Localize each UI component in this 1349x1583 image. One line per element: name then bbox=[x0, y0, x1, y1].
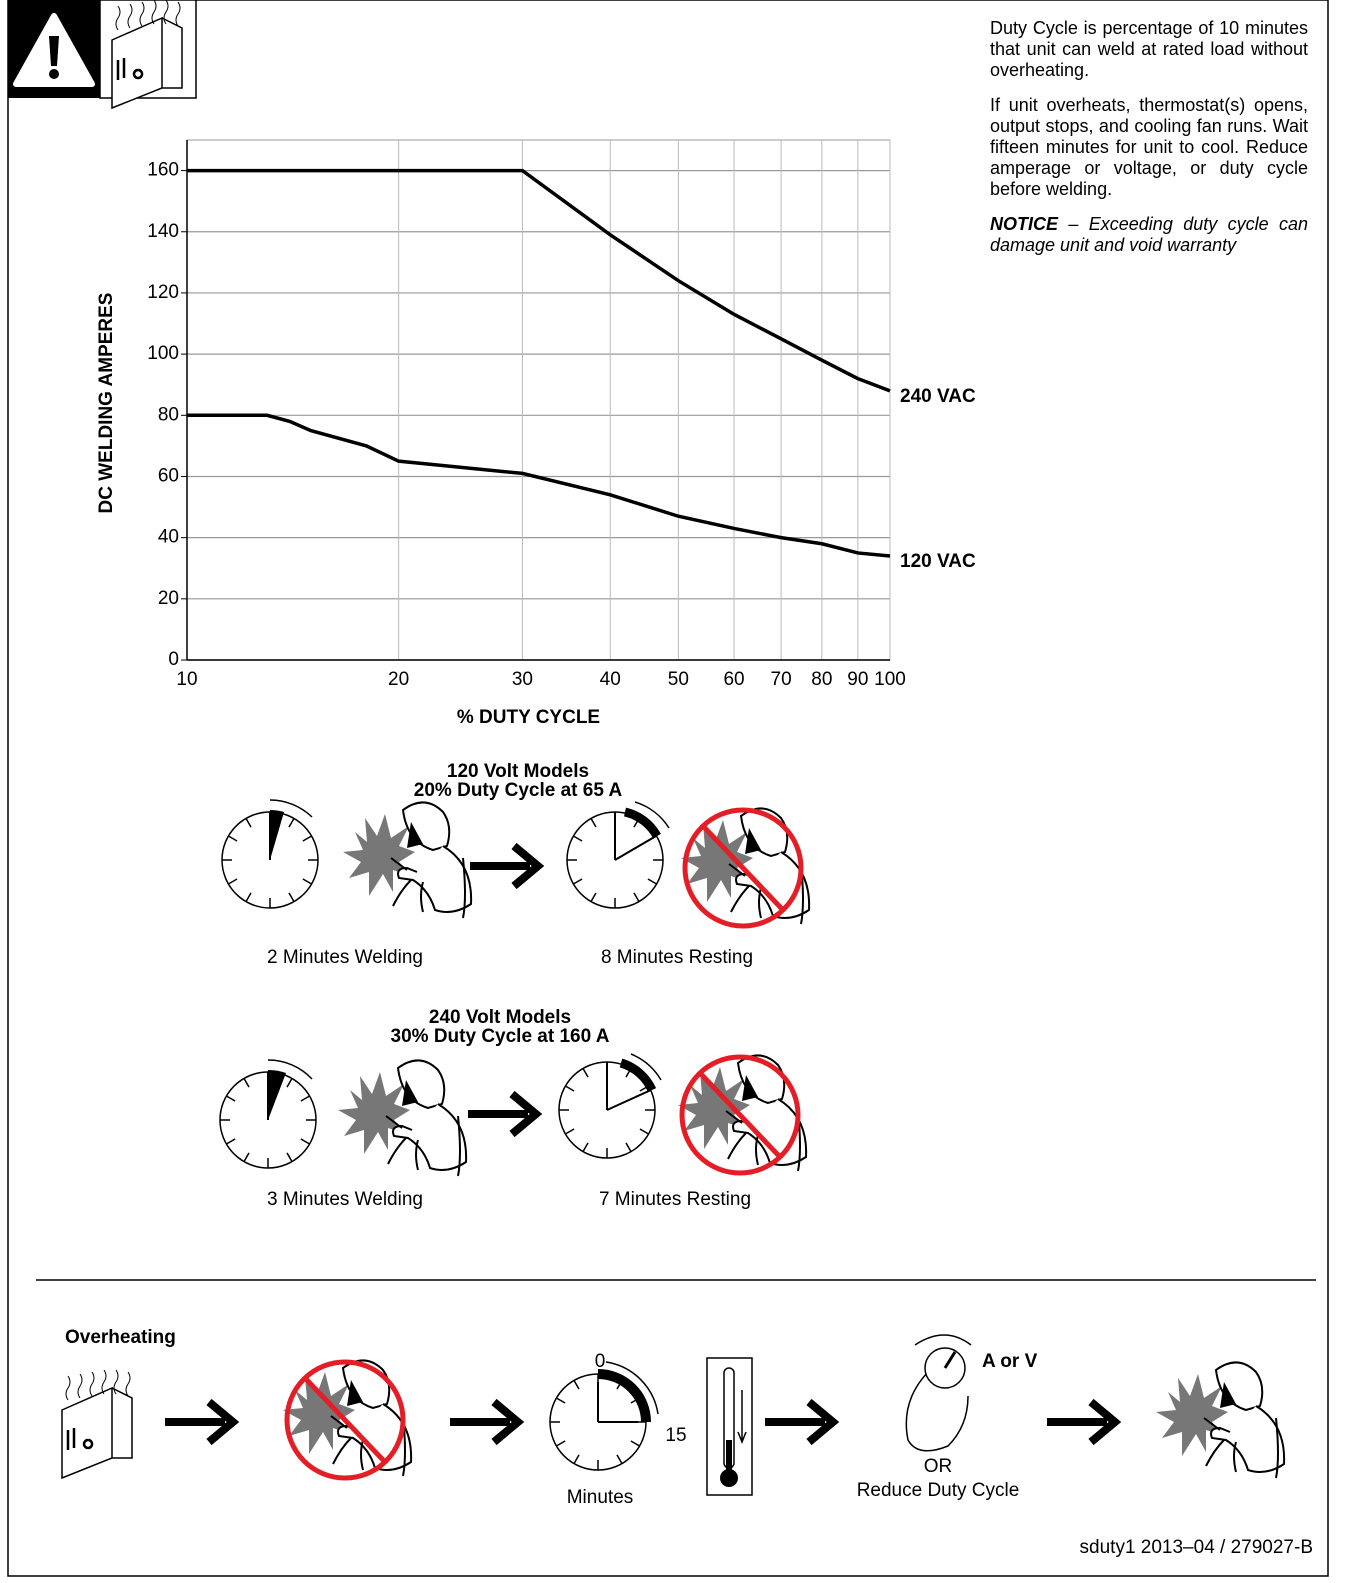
clock-welding bbox=[219, 1059, 317, 1169]
footer: sduty1 2013–04 / 279027-B bbox=[1080, 1537, 1313, 1558]
control-label: A or V bbox=[982, 1351, 1038, 1372]
arrow bbox=[470, 846, 538, 886]
x-tick-label: 50 bbox=[668, 669, 689, 690]
welding-label: 2 Minutes Welding bbox=[267, 947, 423, 968]
arrow bbox=[468, 1094, 536, 1134]
series-line bbox=[187, 413, 891, 558]
warning-mark bbox=[49, 36, 59, 66]
y-tick-label: 0 bbox=[168, 649, 179, 670]
notice: NOTICE – Exceeding duty cycle can damage… bbox=[990, 214, 1308, 256]
series-line bbox=[187, 168, 891, 393]
notice-label: NOTICE bbox=[990, 214, 1059, 234]
clock-welding bbox=[221, 799, 319, 909]
reduce-label: Reduce Duty Cycle bbox=[857, 1480, 1020, 1501]
cooling-clock bbox=[549, 1361, 659, 1471]
x-tick-label: 60 bbox=[723, 669, 744, 690]
example-title: 240 Volt Models bbox=[429, 1007, 571, 1028]
y-tick-label: 100 bbox=[147, 343, 179, 364]
thermometer bbox=[706, 1357, 753, 1496]
plot-area bbox=[186, 139, 891, 661]
notes: Duty Cycle is percentage of 10 minutes t… bbox=[990, 18, 1308, 270]
series-label: 240 VAC bbox=[900, 386, 976, 407]
y-tick-label: 80 bbox=[158, 404, 179, 425]
y-tick-label: 40 bbox=[158, 527, 179, 548]
clock-label: Minutes bbox=[567, 1487, 634, 1508]
resting-label: 8 Minutes Resting bbox=[601, 947, 753, 968]
x-tick-label: 90 bbox=[847, 669, 868, 690]
no-welding-icon bbox=[681, 808, 809, 926]
arrow bbox=[165, 1402, 233, 1442]
arrow bbox=[450, 1402, 518, 1442]
x-axis-label: % DUTY CYCLE bbox=[457, 707, 600, 728]
note: Duty Cycle is percentage of 10 minutes t… bbox=[990, 18, 1308, 80]
control-knob bbox=[905, 1334, 972, 1452]
y-axis-label: DC WELDING AMPERES bbox=[96, 293, 117, 514]
y-tick-label: 140 bbox=[147, 221, 179, 242]
clock-resting bbox=[558, 1053, 662, 1159]
warning-dot bbox=[49, 69, 59, 79]
welder-icon bbox=[337, 1059, 468, 1177]
x-tick-label: 20 bbox=[388, 669, 409, 690]
page-border bbox=[7, 0, 1329, 1577]
notice-text: – Exceeding duty cycle can damage unit a… bbox=[990, 214, 1308, 255]
example-subtitle: 30% Duty Cycle at 160 A bbox=[391, 1026, 610, 1047]
arrow bbox=[1047, 1402, 1115, 1442]
welder-icon bbox=[1155, 1361, 1286, 1479]
x-tick-label: 80 bbox=[811, 669, 832, 690]
clock-end: 15 bbox=[665, 1425, 686, 1446]
example-title: 120 Volt Models bbox=[447, 761, 589, 782]
y-tick-label: 160 bbox=[147, 160, 179, 181]
x-tick-label: 10 bbox=[176, 669, 197, 690]
y-tick-label: 60 bbox=[158, 465, 179, 486]
no-welding-icon bbox=[283, 1360, 411, 1478]
x-tick-label: 100 bbox=[874, 669, 906, 690]
y-tick-label: 20 bbox=[158, 588, 179, 609]
x-tick-label: 30 bbox=[512, 669, 533, 690]
example-subtitle: 20% Duty Cycle at 65 A bbox=[414, 780, 623, 801]
resting-label: 7 Minutes Resting bbox=[599, 1189, 751, 1210]
y-tick-label: 120 bbox=[147, 282, 179, 303]
series-label: 120 VAC bbox=[900, 551, 976, 572]
welder-icon bbox=[342, 801, 473, 919]
overheating-title: Overheating bbox=[65, 1327, 176, 1348]
note: If unit overheats, thermostat(s) opens, … bbox=[990, 95, 1308, 199]
x-tick-label: 70 bbox=[771, 669, 792, 690]
clock-resting bbox=[566, 801, 670, 909]
heat-icon bbox=[60, 1368, 134, 1480]
arrow bbox=[765, 1402, 833, 1442]
welding-label: 3 Minutes Welding bbox=[267, 1189, 423, 1210]
no-welding-icon bbox=[678, 1055, 806, 1173]
or-label: OR bbox=[924, 1456, 953, 1477]
clock-start: 0 bbox=[595, 1351, 606, 1372]
x-tick-label: 40 bbox=[600, 669, 621, 690]
duty-cycle-chart: 0 20 40 60 80 100 120 140 160 10 20 30 40 50 60 70 80 90 1… bbox=[96, 139, 976, 728]
